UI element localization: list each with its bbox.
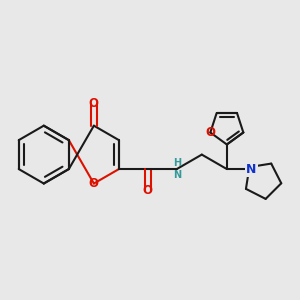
- Text: O: O: [143, 184, 153, 197]
- Text: H
N: H N: [173, 158, 181, 180]
- Text: N: N: [246, 163, 256, 176]
- Text: O: O: [89, 177, 99, 190]
- Text: O: O: [205, 126, 215, 139]
- Text: O: O: [89, 98, 99, 110]
